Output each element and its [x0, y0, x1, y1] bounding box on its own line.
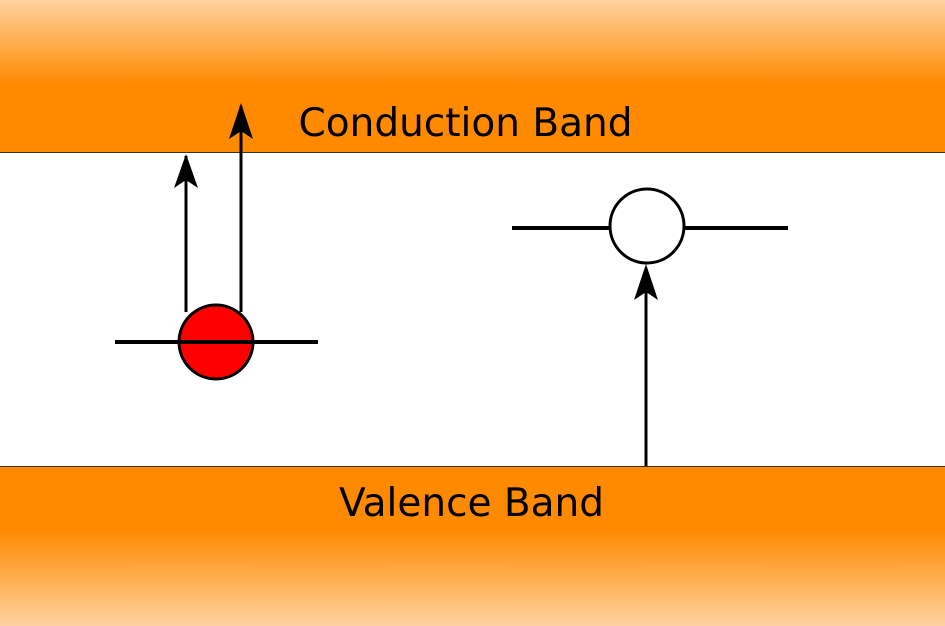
- arrowhead-icon: [634, 264, 658, 300]
- hole-icon: [608, 187, 686, 265]
- arrowhead-icon: [174, 154, 198, 188]
- valence-band-label: Valence Band: [338, 481, 605, 526]
- conduction-band: [0, 0, 945, 153]
- arrowhead-icon: [229, 103, 253, 139]
- valence-band: [0, 466, 945, 626]
- conduction-band-label: Conduction Band: [298, 101, 633, 146]
